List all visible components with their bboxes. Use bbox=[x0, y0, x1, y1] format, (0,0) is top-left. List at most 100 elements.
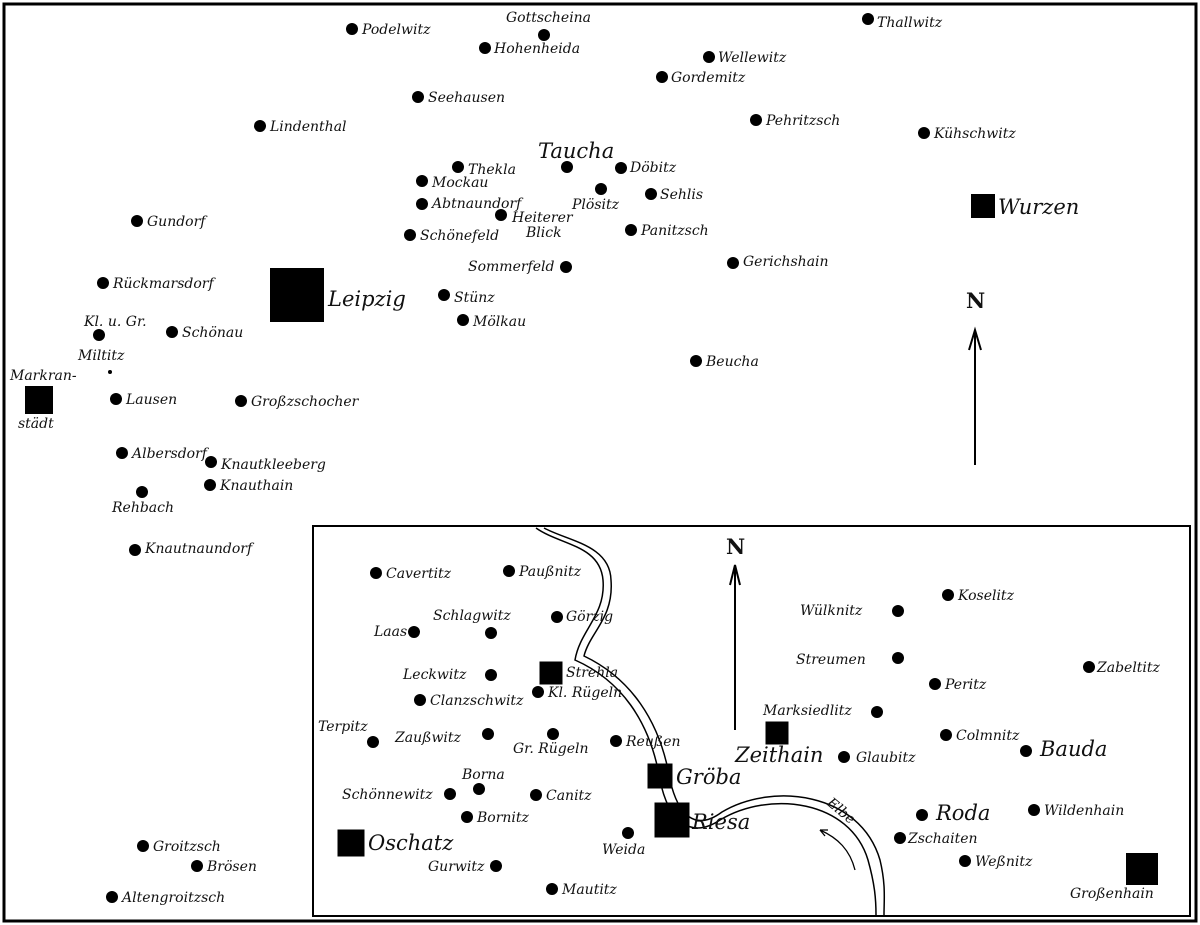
village-dot bbox=[530, 789, 542, 801]
place-label: Laas bbox=[373, 624, 407, 640]
town-square bbox=[1126, 853, 1158, 885]
village-dot bbox=[444, 788, 456, 800]
place-label: Thallwitz bbox=[877, 15, 943, 31]
place-top: Leipzig bbox=[270, 268, 406, 322]
village-dot bbox=[656, 71, 668, 83]
village-dot bbox=[408, 626, 420, 638]
place-top: Döbitz bbox=[615, 160, 677, 176]
place-label: Großzschocher bbox=[251, 394, 360, 410]
place-label: Gurwitz bbox=[428, 859, 485, 875]
place-top: Mockau bbox=[416, 175, 488, 191]
place-label: Glaubitz bbox=[856, 750, 916, 766]
place-top: Taucha bbox=[538, 139, 614, 173]
place-label: Kl. Rügeln bbox=[547, 685, 622, 701]
place-label: Sommerfeld bbox=[468, 259, 554, 275]
place-label: Pehritzsch bbox=[765, 113, 840, 129]
place-inset: Clanzschwitz bbox=[414, 693, 524, 709]
place-inset: Bauda bbox=[1020, 737, 1107, 761]
north-arrow-inset: N bbox=[726, 534, 745, 730]
place-label: Marksiedlitz bbox=[762, 703, 852, 719]
village-dot bbox=[137, 840, 149, 852]
place-label: Paußnitz bbox=[518, 564, 582, 580]
village-dot bbox=[166, 326, 178, 338]
place-label: Leipzig bbox=[327, 287, 406, 311]
village-dot bbox=[871, 706, 883, 718]
place-label: Podelwitz bbox=[361, 22, 431, 38]
village-dot bbox=[929, 678, 941, 690]
place-label: Sehlis bbox=[660, 187, 703, 203]
place-inset: Canitz bbox=[530, 788, 592, 804]
place-label: Bauda bbox=[1039, 737, 1107, 761]
village-dot bbox=[940, 729, 952, 741]
place-top: Lausen bbox=[110, 392, 177, 408]
village-dot bbox=[204, 479, 216, 491]
place-label: Peritz bbox=[944, 677, 987, 693]
village-dot bbox=[862, 13, 874, 25]
place-inset: Leckwitz bbox=[402, 667, 497, 683]
village-dot bbox=[412, 91, 424, 103]
place-label: Stünz bbox=[454, 290, 495, 306]
village-dot bbox=[93, 329, 105, 341]
place-top: Knauthain bbox=[204, 478, 293, 494]
place-top: Groitzsch bbox=[137, 839, 221, 855]
place-inset: Wildenhain bbox=[1028, 803, 1124, 819]
village-dot bbox=[561, 161, 573, 173]
place-inset: Wülknitz bbox=[800, 603, 904, 619]
place-label: Gordemitz bbox=[671, 70, 746, 86]
place-inset: Marksiedlitz bbox=[762, 703, 883, 719]
place-label: Clanzschwitz bbox=[430, 693, 524, 709]
village-dot bbox=[560, 261, 572, 273]
place-top: Altengroitzsch bbox=[106, 890, 225, 906]
village-dot bbox=[473, 783, 485, 795]
village-dot bbox=[461, 811, 473, 823]
place-top: Lindenthal bbox=[254, 119, 347, 135]
place-label: Groitzsch bbox=[153, 839, 221, 855]
place-label: Kühschwitz bbox=[933, 126, 1016, 142]
village-dot bbox=[959, 855, 971, 867]
place-inset: Zaußwitz bbox=[394, 728, 494, 746]
place-top: Abtnaundorf bbox=[416, 196, 524, 212]
place-label: Rehbach bbox=[111, 500, 174, 516]
village-dot bbox=[703, 51, 715, 63]
place-top: Beucha bbox=[690, 354, 759, 370]
place-top: Großzschocher bbox=[235, 394, 360, 410]
town-square bbox=[539, 661, 563, 685]
place-top: Sehlis bbox=[645, 187, 703, 203]
place-label: Weßnitz bbox=[975, 854, 1033, 870]
village-dot bbox=[370, 567, 382, 579]
place-label: Gundorf bbox=[147, 214, 208, 230]
place-top: Sommerfeld bbox=[468, 259, 572, 275]
place-label: Bornitz bbox=[476, 810, 530, 826]
village-dot bbox=[404, 229, 416, 241]
place-top: Wurzen bbox=[971, 194, 1079, 219]
place-inset: Riesa bbox=[654, 802, 750, 838]
village-dot bbox=[551, 611, 563, 623]
place-label: Colmnitz bbox=[956, 728, 1020, 744]
place-inset: Gr. Rügeln bbox=[513, 728, 589, 757]
place-top: Podelwitz bbox=[346, 22, 431, 38]
town-square bbox=[654, 802, 690, 838]
place-top: Kl. u. Gr. bbox=[83, 314, 147, 341]
village-dot bbox=[414, 694, 426, 706]
place-inset: Laas bbox=[373, 624, 420, 640]
place-top: Thallwitz bbox=[862, 13, 943, 31]
place-inset: Bornitz bbox=[461, 810, 530, 826]
village-dot bbox=[892, 605, 904, 617]
place-label: Heiterer bbox=[511, 210, 574, 226]
village-dot bbox=[595, 183, 607, 195]
village-dot bbox=[482, 728, 494, 740]
village-dot bbox=[625, 224, 637, 236]
place-inset: Weida bbox=[602, 827, 645, 858]
place-top: Brösen bbox=[191, 859, 257, 875]
village-dot bbox=[547, 728, 559, 740]
village-dot bbox=[916, 809, 928, 821]
place-label: Hohenheida bbox=[493, 41, 580, 57]
place-label: Strehla bbox=[566, 665, 618, 681]
north-label: N bbox=[966, 288, 985, 313]
place-top: Wellewitz bbox=[703, 50, 787, 66]
village-dot bbox=[346, 23, 358, 35]
place-label: Albersdorf bbox=[130, 446, 210, 462]
place-top: Rehbach bbox=[111, 486, 174, 516]
place-inset: Terpitz bbox=[318, 719, 379, 748]
